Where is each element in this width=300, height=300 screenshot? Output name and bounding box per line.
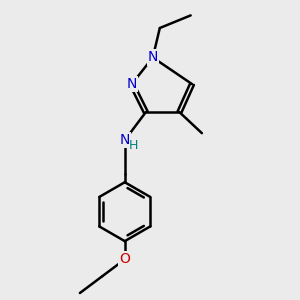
Text: N: N [148, 50, 158, 64]
Text: N: N [127, 77, 137, 91]
Text: N: N [120, 133, 130, 147]
Text: H: H [129, 139, 138, 152]
Text: O: O [119, 252, 130, 266]
